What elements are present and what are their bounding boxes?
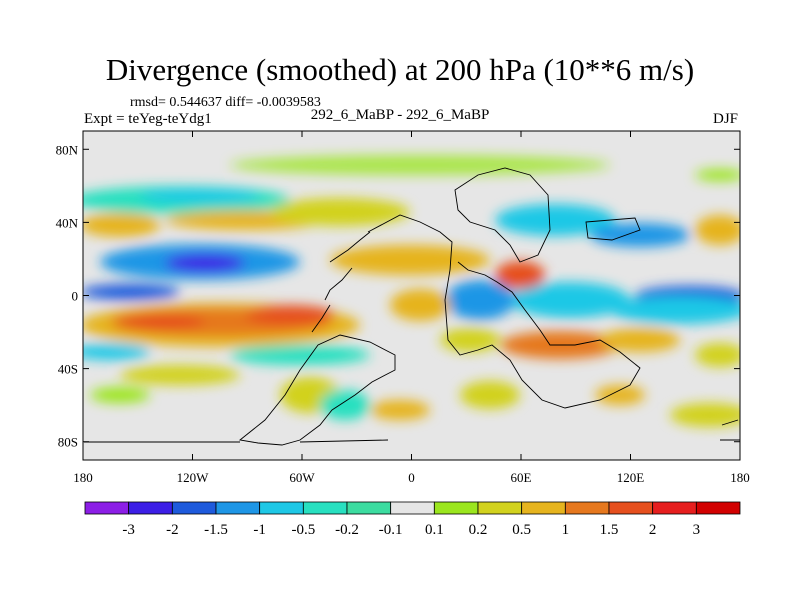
continent-outline: [311, 304, 331, 333]
field-blob: [495, 204, 615, 236]
continent-outlines: [84, 167, 740, 446]
x-tick-label: 180: [730, 470, 750, 485]
colorbar-label: 3: [693, 522, 701, 538]
case-label: 292_6_MaBP - 292_6_MaBP: [310, 107, 490, 123]
continent-outline: [720, 419, 740, 441]
colorbar-swatch: [84, 501, 130, 515]
y-axis: 80N 40N 0 40S 80S: [56, 142, 740, 450]
field-blob: [445, 280, 515, 320]
colorbar-label: -0.1: [379, 522, 403, 538]
y-tick-label: 80N: [56, 142, 79, 157]
colorbar-label: -1.5: [204, 522, 228, 538]
x-tick-label: 0: [408, 470, 415, 485]
colorbar-swatch: [477, 501, 523, 515]
colorbar-label: -3: [122, 522, 135, 538]
colorbar-swatch: [259, 501, 304, 515]
colorbar-swatch: [390, 501, 435, 515]
continent-outline: [238, 334, 396, 446]
field-blob: [320, 390, 370, 420]
x-tick-label: 60W: [289, 470, 315, 485]
field-blob: [510, 282, 630, 318]
x-axis: 180 120W 60W 0 60E 120E 180: [73, 131, 750, 485]
y-tick-label: 40N: [56, 215, 79, 230]
colorbar-label: 0.1: [425, 522, 444, 538]
colorbar-swatch: [433, 501, 479, 515]
field-blob: [83, 213, 160, 237]
field-blob: [330, 245, 490, 275]
field-blob: [83, 344, 150, 360]
field-blob: [390, 289, 450, 321]
colorbar-swatch: [171, 501, 217, 515]
colorbar-swatch: [652, 501, 697, 515]
colorbar-label: -1: [253, 522, 266, 538]
colorbar-label: -2: [166, 522, 179, 538]
colorbar-label: 1.5: [600, 522, 619, 538]
colorbar-swatch: [564, 501, 610, 515]
x-tick-label: 120E: [617, 470, 645, 485]
field-blob: [120, 365, 240, 385]
field-blob: [595, 385, 645, 405]
field-blob: [590, 223, 690, 247]
field-blob: [270, 198, 410, 226]
colorbar: -3 -2 -1.5 -1 -0.5 -0.2 -0.1 0.1 0.2 0.5 1 1.5 2 3: [84, 501, 741, 538]
x-tick-label: 180: [73, 470, 93, 485]
field-layer: [83, 155, 740, 427]
continent-outline: [454, 167, 551, 263]
continent-outline: [329, 231, 371, 263]
colorbar-swatch: [128, 501, 173, 515]
x-tick-label: 60E: [511, 470, 532, 485]
continent-outline: [367, 214, 641, 409]
field-blob: [695, 215, 740, 245]
field-blob: [370, 400, 430, 420]
season-label: DJF: [713, 111, 739, 127]
field-blob: [440, 328, 500, 352]
field-blob: [90, 387, 150, 403]
colorbar-swatch: [608, 501, 654, 515]
field-blob: [695, 169, 740, 181]
field-blob: [610, 296, 740, 324]
field-blob: [495, 261, 545, 289]
y-tick-label: 0: [72, 289, 79, 304]
colorbar-label: 0.5: [512, 522, 531, 538]
colorbar-swatch: [215, 501, 261, 515]
field-blob: [245, 305, 335, 325]
experiment-label: Expt = teYeg-teYdg1: [84, 111, 212, 127]
colorbar-swatch: [346, 501, 392, 515]
field-blob: [670, 403, 740, 427]
chart-title: Divergence (smoothed) at 200 hPa (10**6 …: [105, 52, 695, 87]
field-blob: [600, 328, 680, 352]
field-blob: [165, 254, 245, 272]
field-blob: [230, 345, 370, 365]
field-blob: [140, 189, 260, 203]
rmsd-diff-text: rmsd= 0.544637 diff= -0.0039583: [130, 95, 321, 110]
field-blob: [460, 381, 520, 409]
continent-outline: [324, 267, 353, 301]
y-tick-label: 80S: [58, 435, 78, 450]
x-tick-label: 120W: [177, 470, 210, 485]
continent-outline: [84, 439, 389, 443]
field-blob: [230, 155, 610, 175]
colorbar-swatch: [302, 501, 348, 515]
colorbar-swatch: [695, 501, 741, 515]
field-blob: [115, 314, 205, 330]
continent-outline: [585, 217, 641, 241]
colorbar-label: 1: [562, 522, 570, 538]
colorbar-label: 2: [649, 522, 657, 538]
y-tick-label: 40S: [58, 362, 78, 377]
colorbar-swatch: [521, 501, 566, 515]
colorbar-label: 0.2: [469, 522, 488, 538]
colorbar-label: -0.2: [335, 522, 359, 538]
field-blob: [695, 343, 740, 367]
colorbar-label: -0.5: [291, 522, 315, 538]
field-blob: [83, 284, 180, 300]
